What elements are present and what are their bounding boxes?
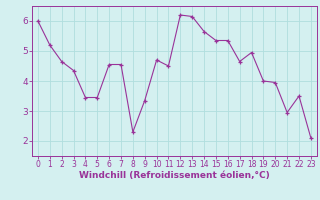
X-axis label: Windchill (Refroidissement éolien,°C): Windchill (Refroidissement éolien,°C)	[79, 171, 270, 180]
